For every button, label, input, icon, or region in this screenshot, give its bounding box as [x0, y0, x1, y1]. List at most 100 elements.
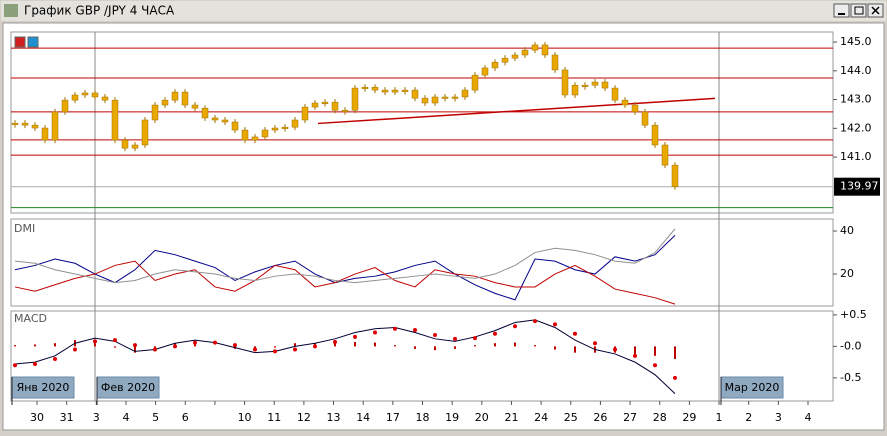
candle — [491, 61, 499, 69]
candle — [91, 92, 99, 98]
x-tick-label: 5 — [152, 411, 159, 424]
candle — [451, 96, 459, 99]
histogram-bar — [34, 344, 36, 347]
x-tick-label: 19 — [445, 411, 459, 424]
price-panel — [10, 31, 834, 214]
x-tick-label: 21 — [504, 411, 518, 424]
signal-dot — [253, 347, 257, 352]
period-label: Мар 2020 — [725, 381, 780, 394]
x-tick-label: 26 — [593, 411, 607, 424]
candle — [391, 89, 399, 93]
signal-dot — [493, 331, 497, 336]
blue-icon[interactable] — [27, 36, 39, 48]
signal-dot — [633, 353, 637, 358]
y-tick-label: -0.5 — [840, 371, 861, 384]
histogram-bar — [134, 346, 136, 353]
candle — [591, 81, 599, 86]
x-tick-label: 3 — [93, 411, 100, 424]
signal-dot — [133, 343, 137, 348]
candle — [171, 91, 179, 101]
candle — [211, 117, 219, 121]
candle — [11, 122, 19, 125]
candle — [61, 99, 69, 113]
candle — [441, 96, 449, 99]
window-icon — [4, 4, 18, 17]
signal-dot — [233, 343, 237, 348]
candle — [341, 109, 349, 112]
candle — [141, 119, 149, 146]
histogram-bar — [274, 346, 276, 348]
candle — [381, 89, 389, 93]
maximize-button[interactable] — [850, 3, 867, 18]
candle — [301, 106, 309, 121]
window-title: График GBP /JPY 4 ЧАСА — [24, 4, 175, 18]
x-tick-label: 10 — [238, 411, 252, 424]
histogram-bar — [194, 343, 196, 347]
panel-title: DMI — [14, 222, 35, 235]
y-tick-label: 20 — [840, 267, 854, 280]
candle — [611, 87, 619, 101]
x-tick-label: 11 — [267, 411, 281, 424]
histogram-bar — [114, 346, 116, 348]
signal-dot — [333, 339, 337, 344]
candle — [481, 67, 489, 76]
signal-dot — [33, 362, 37, 366]
signal-dot — [293, 347, 297, 352]
candle — [511, 54, 519, 59]
candle — [661, 144, 669, 166]
histogram-bar — [394, 345, 396, 347]
candle — [221, 119, 229, 123]
candle — [531, 44, 539, 51]
signal-dot — [213, 340, 217, 345]
signal-dot — [173, 344, 177, 349]
title-bar — [1, 1, 886, 21]
signal-dot — [433, 333, 437, 338]
signal-dot — [393, 326, 397, 331]
red-icon[interactable] — [14, 36, 26, 48]
candle — [671, 164, 679, 187]
indicator-line — [14, 228, 676, 284]
candle — [621, 99, 629, 106]
histogram-bar — [474, 345, 476, 347]
period-label: Фев 2020 — [101, 381, 155, 394]
candle — [411, 89, 419, 99]
signal-dot — [313, 344, 317, 349]
histogram-bar — [494, 343, 496, 347]
last-price-box — [834, 177, 880, 196]
histogram-bar — [454, 346, 456, 349]
histogram-bar — [414, 346, 416, 349]
x-tick-label: 31 — [60, 411, 74, 424]
indicator-line — [14, 260, 676, 305]
candle — [271, 127, 279, 131]
candle — [321, 101, 329, 104]
x-tick-label: 25 — [564, 411, 578, 424]
minimize-button[interactable] — [833, 3, 850, 18]
signal-dot — [593, 341, 597, 346]
histogram-bar — [94, 343, 96, 347]
y-tick-label: 144.0 — [840, 64, 872, 77]
candle — [311, 102, 319, 108]
macd-line — [14, 319, 676, 394]
signal-dot — [353, 334, 357, 339]
candle — [361, 86, 369, 89]
candle — [501, 57, 509, 63]
signal-dot — [73, 347, 77, 352]
signal-dot — [193, 340, 197, 345]
candle — [51, 111, 59, 141]
candle — [461, 89, 469, 98]
histogram-bar — [334, 343, 336, 347]
y-tick-label: 143.0 — [840, 93, 872, 106]
signal-dot — [13, 363, 17, 368]
histogram-bar — [374, 342, 376, 347]
signal-dot — [273, 349, 277, 354]
candle — [101, 96, 109, 101]
histogram-bar — [554, 346, 556, 350]
x-tick-label: 14 — [356, 411, 370, 424]
histogram-bar — [654, 346, 656, 356]
candle — [291, 119, 299, 128]
x-tick-label: 2 — [745, 411, 752, 424]
signal-dot — [573, 331, 577, 336]
candle — [151, 104, 159, 121]
x-tick-label: 17 — [386, 411, 400, 424]
candle — [191, 104, 199, 109]
